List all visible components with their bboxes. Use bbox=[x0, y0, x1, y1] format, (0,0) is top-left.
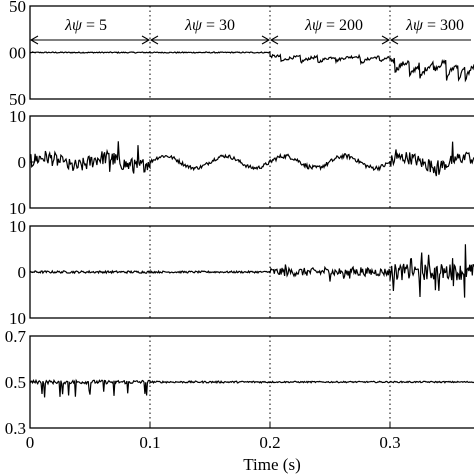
lambda-symbol: λψ bbox=[405, 17, 424, 34]
arrow-head-left bbox=[149, 35, 159, 45]
lambda-symbol: λψ bbox=[184, 17, 203, 34]
arrow-head-right bbox=[141, 35, 151, 45]
arrow-head-right bbox=[261, 35, 271, 45]
arrow-head-left bbox=[29, 35, 39, 45]
lambda-value: = 300 bbox=[427, 17, 464, 34]
signal-line bbox=[29, 244, 474, 298]
arrow-head-right bbox=[381, 35, 391, 45]
lambda-value: = 5 bbox=[86, 17, 107, 34]
lambda-value: = 30 bbox=[206, 17, 235, 34]
lambda-annotation: λψ = 200 bbox=[269, 17, 391, 45]
lambda-value: = 200 bbox=[326, 17, 363, 34]
panel-4: 0.7 0.5 0.3 bbox=[5, 327, 474, 438]
x-tick-label: 0.3 bbox=[379, 433, 400, 452]
y-tick-label: 0.3 bbox=[5, 419, 26, 438]
panel-1: 50 00 50 bbox=[9, 0, 474, 109]
y-tick-label: 0 bbox=[18, 153, 27, 172]
y-tick-label: 0.7 bbox=[5, 327, 27, 346]
y-tick-label: 0.5 bbox=[5, 373, 26, 392]
signal-line bbox=[29, 51, 474, 83]
x-axis-ticks: 0 0.1 0.2 0.3 bbox=[26, 423, 401, 452]
signal-line bbox=[29, 378, 474, 398]
arrow-head-left bbox=[269, 35, 279, 45]
lambda-symbol: λψ bbox=[304, 17, 323, 34]
y-tick-label: 50 bbox=[9, 0, 26, 16]
lambda-annotation: λψ = 30 bbox=[149, 17, 271, 45]
x-tick-label: 0.1 bbox=[139, 433, 160, 452]
y-tick-label: 0 bbox=[18, 263, 27, 282]
lambda-annotations: λψ = 5 λψ = 30 λψ = 200 λψ = 300 bbox=[29, 17, 471, 45]
lambda-annotation: λψ = 5 bbox=[29, 17, 151, 45]
y-tick-label: 50 bbox=[9, 90, 26, 109]
lambda-annotation: λψ = 300 bbox=[389, 17, 471, 45]
y-tick-label: 10 bbox=[9, 107, 26, 126]
lambda-symbol: λψ bbox=[64, 17, 83, 34]
y-tick-label: 10 bbox=[9, 217, 26, 236]
y-tick-label: 10 bbox=[9, 309, 26, 328]
y-tick-label: 00 bbox=[9, 44, 26, 63]
x-tick-label: 0 bbox=[26, 433, 35, 452]
x-axis-title: Time (s) bbox=[243, 455, 300, 474]
y-tick-label: 10 bbox=[9, 199, 26, 218]
x-tick-label: 0.2 bbox=[259, 433, 280, 452]
arrow-head-left bbox=[389, 35, 399, 45]
panel-3: 10 0 10 bbox=[9, 217, 474, 328]
panel-2: 10 0 10 bbox=[9, 107, 474, 218]
signal-line bbox=[29, 141, 474, 177]
